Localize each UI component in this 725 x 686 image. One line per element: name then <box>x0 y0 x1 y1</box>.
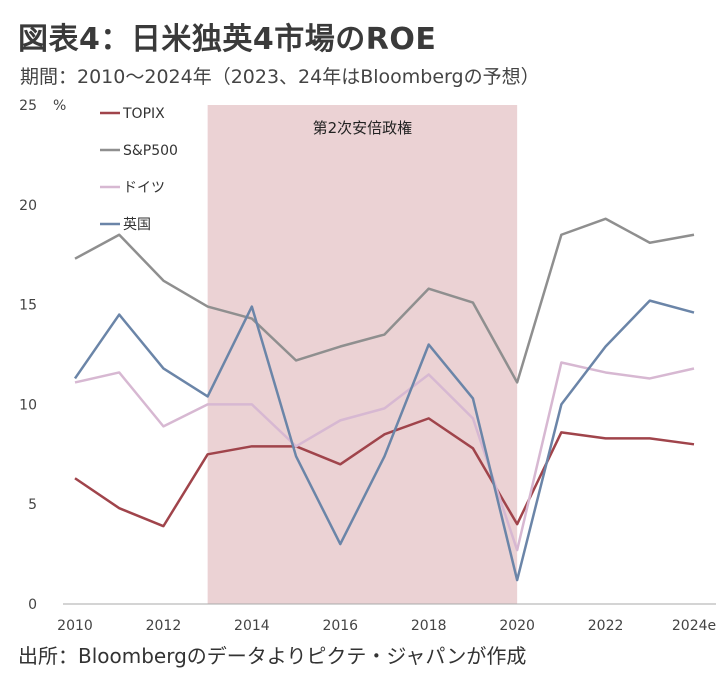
series-line- <box>73 299 695 582</box>
x-tick-label: 2012 <box>146 618 182 634</box>
y-tick-label: 25 <box>19 98 37 114</box>
legend-label: TOPIX <box>122 106 165 122</box>
abe-era-band <box>207 105 518 604</box>
y-unit-label: % <box>53 98 66 114</box>
legend-label: S&P500 <box>123 143 178 159</box>
x-tick-label: 2020 <box>499 618 535 634</box>
y-tick-label: 15 <box>19 298 37 314</box>
source-note: 出所：Bloombergのデータよりピクテ・ジャパンが作成 <box>18 644 527 668</box>
x-tick-label: 2016 <box>322 618 358 634</box>
series-line-sp500 <box>74 217 695 384</box>
x-tick-label: 2024e <box>672 618 716 634</box>
y-tick-label: 0 <box>28 597 37 613</box>
x-tick-label: 2010 <box>57 618 93 634</box>
x-tick-label: 2022 <box>588 618 624 634</box>
series-line- <box>74 361 695 552</box>
x-tick-label: 2018 <box>411 618 447 634</box>
legend-label: ドイツ <box>123 180 165 196</box>
series-line-topix <box>74 417 695 528</box>
x-tick-label: 2014 <box>234 618 270 634</box>
abe-era-label: 第2次安倍政権 <box>313 119 413 137</box>
y-tick-label: 10 <box>19 397 37 413</box>
y-tick-label: 20 <box>19 198 37 214</box>
legend-label: 英国 <box>123 216 151 233</box>
chart-subtitle-period: 期間：2010～2024年（2023、24年はBloombergの予想） <box>20 66 540 88</box>
chart-title: 図表4：日米独英4市場のROE <box>18 22 437 57</box>
y-tick-label: 5 <box>28 497 37 513</box>
